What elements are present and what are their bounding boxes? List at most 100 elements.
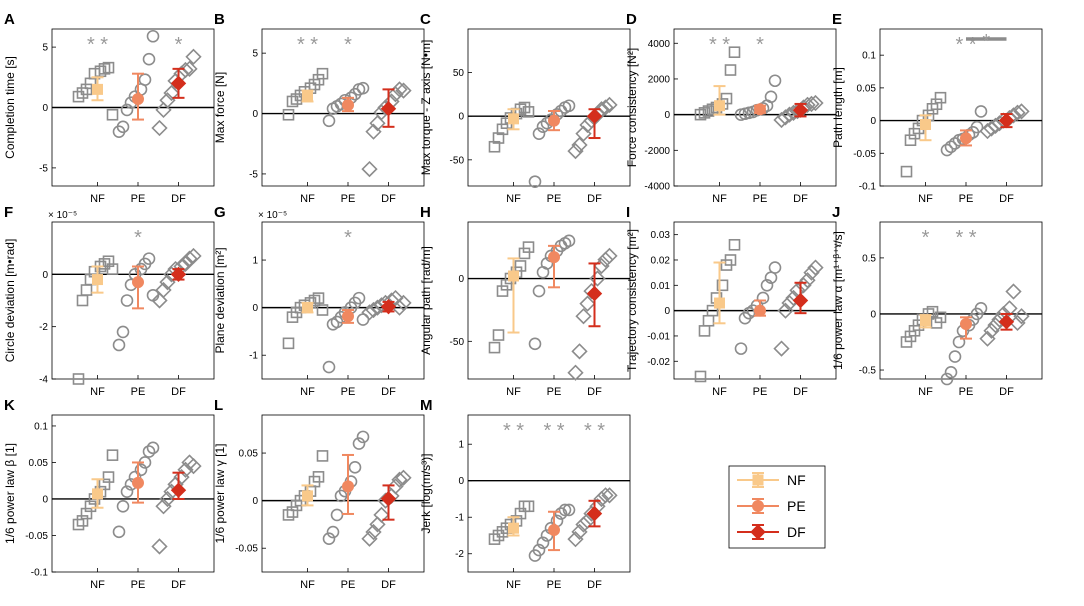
- panel-letter: I: [626, 204, 630, 221]
- y-tick-label: 0: [458, 476, 464, 487]
- series-pe: [940, 105, 988, 157]
- y-tick-label: -2: [455, 549, 464, 560]
- data-point: [322, 360, 336, 374]
- x-tick-label-nf: NF: [712, 386, 727, 398]
- x-tick-label-df: DF: [381, 579, 396, 591]
- data-point: [352, 437, 366, 450]
- y-tick-label: 4000: [648, 39, 671, 50]
- plot-area: [261, 221, 425, 380]
- significance-pe: *: [344, 227, 352, 249]
- y-tick-label: -0.05: [235, 544, 258, 555]
- mean-marker: [586, 505, 603, 522]
- data-point: [395, 469, 412, 486]
- series-df: [773, 259, 824, 357]
- x-tick-label-pe: PE: [131, 386, 146, 398]
- x-tick-label-df: DF: [587, 193, 602, 205]
- series-nf: [282, 450, 329, 521]
- data-point: [522, 500, 535, 513]
- panel-i: -0.02 -0.01 0 0.01 0.02 0.03 NF PE DF Trajectory …: [625, 204, 837, 398]
- x-tick-label-nf: NF: [90, 386, 105, 398]
- mean-marker: [548, 524, 560, 537]
- data-point: [724, 254, 737, 266]
- data-point: [496, 526, 509, 538]
- data-point: [116, 325, 130, 339]
- panel-letter: C: [420, 11, 431, 28]
- data-point: [80, 83, 93, 96]
- y-tick-label: -2000: [644, 146, 670, 157]
- data-point: [94, 65, 107, 78]
- series-df: [361, 469, 412, 547]
- series-nf: [282, 292, 329, 350]
- plot-area: [879, 221, 1043, 380]
- mean-marker: [714, 297, 725, 309]
- data-point: [373, 506, 390, 524]
- data-point: [492, 329, 505, 341]
- panel-h: -50 0 NF PE DF Angular path [rad/m] H: [419, 204, 631, 398]
- data-point: [312, 471, 325, 483]
- data-point: [80, 507, 93, 520]
- mean-marker: [380, 298, 397, 315]
- panel-letter: D: [626, 11, 637, 28]
- data-point: [803, 95, 820, 113]
- data-point: [112, 525, 126, 539]
- data-point: [316, 67, 329, 80]
- data-point: [562, 99, 576, 113]
- y-tick-label: -2: [39, 322, 48, 333]
- y-tick-label: 0: [252, 496, 258, 507]
- data-point: [554, 507, 568, 520]
- data-point: [518, 247, 531, 260]
- series-pe: [322, 291, 370, 374]
- data-point: [391, 471, 408, 488]
- mean-marker: [132, 476, 144, 489]
- data-point: [102, 255, 115, 268]
- data-point: [597, 487, 614, 504]
- y-axis-label: Plane deviation [m²]: [213, 247, 227, 353]
- data-point: [185, 457, 202, 475]
- data-point: [316, 450, 329, 462]
- y-tick-label: -0.01: [647, 331, 670, 342]
- data-point: [597, 251, 614, 268]
- mean-marker: [998, 112, 1015, 129]
- significance-pe: * *: [955, 227, 976, 249]
- mean-marker: [508, 113, 519, 125]
- data-point: [532, 127, 546, 140]
- y-axis-label: Circle deviation [m•rad]: [3, 239, 17, 363]
- data-point: [312, 73, 325, 86]
- x-tick-label-pe: PE: [341, 579, 356, 591]
- x-tick-label-nf: NF: [918, 193, 933, 205]
- series-pe: [734, 261, 782, 355]
- panel-letter: B: [214, 11, 225, 28]
- data-point: [185, 247, 202, 265]
- mean-marker: [548, 251, 560, 264]
- significance-pe: *: [134, 227, 142, 249]
- mean-marker: [132, 276, 144, 289]
- data-point: [286, 506, 299, 518]
- data-point: [777, 109, 794, 126]
- y-tick-label: 5: [42, 43, 48, 54]
- panel-letter: A: [4, 11, 15, 28]
- data-point: [159, 92, 176, 109]
- data-point: [589, 270, 606, 287]
- y-axis-label: Trajectory consistency [m²]: [625, 229, 639, 372]
- data-point: [496, 285, 509, 297]
- series-pe: [112, 441, 160, 539]
- data-point: [567, 142, 584, 160]
- mean-marker: [548, 114, 560, 127]
- data-point: [948, 350, 962, 363]
- data-point: [361, 160, 378, 178]
- plot-area: [261, 28, 425, 187]
- data-point: [724, 64, 737, 76]
- y-tick-label: -0.5: [859, 366, 877, 377]
- panel-letter: G: [214, 204, 226, 221]
- mean-marker: [92, 83, 103, 95]
- legend-entry-df: DF: [737, 524, 806, 540]
- significance-bracket-star: *: [982, 31, 990, 53]
- x-tick-label-nf: NF: [506, 386, 521, 398]
- data-point: [352, 291, 366, 305]
- data-point: [326, 525, 340, 539]
- panel-l: -0.05 0 0.05 NF PE DF 1/6 power law γ [1] L: [213, 397, 425, 591]
- mean-marker: [170, 75, 187, 92]
- data-point: [1005, 283, 1022, 300]
- panel-m: -2 -1 0 1 NF PE DF Jerk [log(m/s³)] M * * * * * *: [419, 397, 631, 591]
